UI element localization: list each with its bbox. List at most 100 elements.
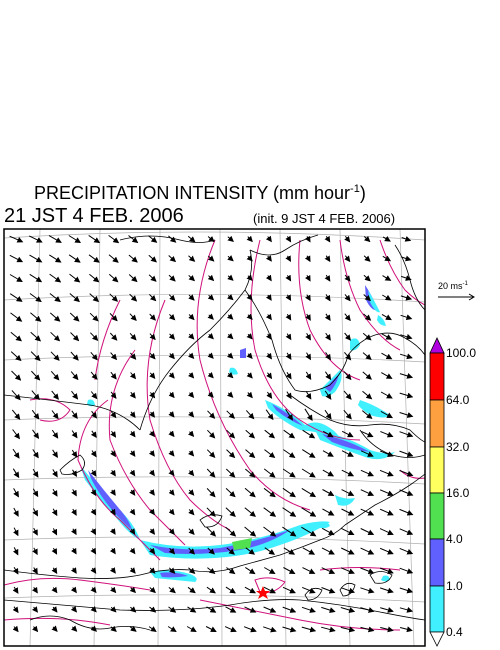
arrow-icon [168,567,176,574]
arrow-icon [245,547,255,555]
wind-reference-exponent: -1 [462,281,468,287]
legend-label-64: 64.0 [446,393,470,407]
arrow-icon [207,372,214,379]
arrow-icon [305,294,311,302]
colorbar-bin-cyan [429,585,445,633]
arrow-icon [302,429,316,439]
arrow-icon [51,567,58,575]
arrow-icon [29,273,43,283]
arrow-icon [69,293,80,303]
arrow-icon [246,235,253,243]
arrow-icon [148,626,157,632]
arrow-icon [51,625,58,632]
arrow-icon [188,489,195,496]
arrow-icon [90,586,97,594]
arrow-icon [399,392,414,399]
arrow-icon [30,312,42,322]
arrow-icon [188,255,196,262]
arrow-icon [321,587,336,594]
arrow-icon [207,391,214,398]
arrow-icon [206,449,216,459]
arrow-icon [69,312,80,322]
arrow-icon [70,606,78,613]
arrow-icon [188,469,195,477]
legend-label-100: 100.0 [446,346,477,360]
arrow-icon [399,412,414,418]
arrow-icon [12,468,20,479]
arrow-icon [168,411,175,418]
arrow-icon [341,450,354,457]
arrow-icon [12,448,20,459]
arrow-icon [9,254,24,263]
arrow-icon [225,507,236,517]
arrow-icon [399,606,414,613]
map-frame [3,228,426,647]
arrow-icon [341,489,355,496]
arrow-icon [71,528,77,536]
star-icon [256,586,270,599]
arrow-icon [168,391,175,399]
arrow-icon [50,351,60,361]
arrow-icon [305,352,312,361]
arrow-icon [149,547,156,555]
arrow-icon [51,488,58,497]
arrow-icon [129,391,136,399]
arrow-icon [30,331,42,342]
arrow-icon [31,409,40,420]
arrow-icon [322,430,334,438]
arrow-icon [265,235,272,243]
arrow-icon [324,294,331,302]
arrow-icon [302,586,316,594]
arrow-icon [381,352,393,360]
arrow-icon [343,371,352,381]
arrow-icon [382,255,392,262]
arrow-icon [263,606,277,613]
arrow-icon [52,469,58,478]
arrow-icon [12,429,21,440]
valid-time: 21 JST 4 FEB. 2006 [4,205,184,227]
arrow-icon [265,409,274,421]
arrow-icon [227,371,234,379]
arrow-icon [264,449,276,459]
arrow-icon [108,234,120,244]
arrow-icon [225,606,237,613]
arrow-icon [227,294,234,301]
arrow-icon [226,429,236,439]
arrow-icon [187,606,197,613]
arrow-icon [264,547,276,555]
arrow-icon [108,273,119,283]
arrow-icon [340,626,356,633]
arrow-icon [362,371,372,380]
arrow-icon [149,567,156,574]
arrow-icon [207,313,214,320]
arrow-icon [70,547,77,555]
arrow-icon [381,313,392,321]
arrow-icon [109,567,116,574]
arrow-icon [130,352,137,360]
arrow-icon [360,547,375,555]
arrow-icon [129,372,137,380]
arrow-icon [302,567,316,574]
arrow-icon [51,528,58,536]
arrow-icon [90,508,97,516]
arrow-icon [52,449,58,459]
arrow-icon [382,235,391,242]
arrow-icon [51,410,59,420]
arrow-icon [187,235,196,243]
arrow-icon [129,567,136,574]
arrow-icon [379,528,394,536]
arrow-icon [148,274,157,282]
arrow-icon [149,606,157,613]
arrow-icon [129,489,136,496]
colorbar-over-triangle [429,337,445,354]
arrow-icon [265,255,272,262]
arrow-icon [322,469,335,477]
arrow-icon [399,528,414,535]
arrow-icon [149,294,157,302]
arrow-icon [12,586,19,594]
arrow-icon [149,528,155,535]
arrow-icon [129,547,136,555]
arrow-icon [29,293,42,303]
arrow-icon [227,274,234,281]
arrow-icon [90,450,97,458]
